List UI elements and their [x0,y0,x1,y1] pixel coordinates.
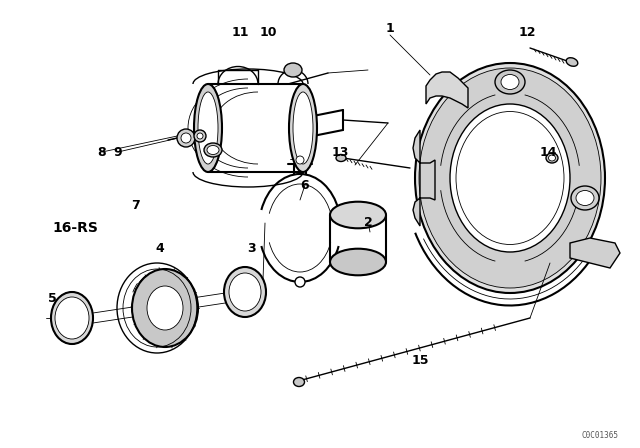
Ellipse shape [336,155,346,161]
Ellipse shape [51,292,93,344]
Text: 6: 6 [301,178,309,191]
Ellipse shape [204,143,222,157]
Ellipse shape [571,186,599,210]
Ellipse shape [55,297,89,339]
Circle shape [181,133,191,143]
Text: 13: 13 [332,146,349,159]
Polygon shape [570,238,620,268]
Ellipse shape [294,378,305,387]
Text: 12: 12 [518,26,536,39]
Ellipse shape [207,146,219,155]
Ellipse shape [419,68,601,288]
Circle shape [194,130,206,142]
Ellipse shape [132,269,198,347]
Circle shape [296,156,304,164]
Ellipse shape [147,286,183,330]
Text: 15: 15 [412,353,429,366]
Ellipse shape [289,84,317,172]
Ellipse shape [501,74,519,90]
Ellipse shape [546,153,558,163]
Ellipse shape [284,63,302,77]
Text: 1: 1 [386,22,394,34]
Ellipse shape [293,92,313,164]
Ellipse shape [495,70,525,94]
Ellipse shape [576,190,594,206]
Text: 4: 4 [156,241,164,254]
Ellipse shape [224,267,266,317]
Text: 16-RS: 16-RS [52,221,98,235]
Ellipse shape [456,112,564,245]
Text: 7: 7 [131,198,140,211]
Polygon shape [426,72,468,108]
Ellipse shape [330,249,386,276]
Text: 5: 5 [47,292,56,305]
Text: 8: 8 [98,146,106,159]
Ellipse shape [194,84,222,172]
Circle shape [177,129,195,147]
Polygon shape [413,130,435,226]
Ellipse shape [450,104,570,252]
Text: 14: 14 [540,146,557,159]
Ellipse shape [330,202,386,228]
Ellipse shape [229,273,261,311]
Text: C0C01365: C0C01365 [581,431,618,439]
Circle shape [295,277,305,287]
Ellipse shape [415,63,605,293]
Text: 11: 11 [231,26,249,39]
Text: 3: 3 [248,241,256,254]
Ellipse shape [198,92,218,164]
Text: 2: 2 [364,215,372,228]
Ellipse shape [548,155,556,161]
Text: 9: 9 [114,146,122,159]
Ellipse shape [566,58,578,66]
Circle shape [197,133,203,139]
Text: 10: 10 [259,26,276,39]
